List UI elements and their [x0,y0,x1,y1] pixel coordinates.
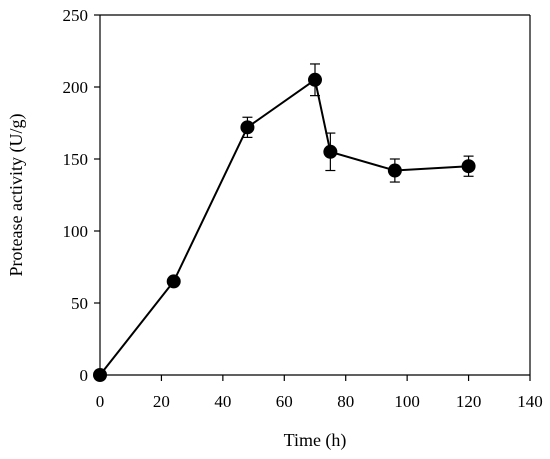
x-tick-label: 20 [153,392,170,411]
data-point [308,72,322,87]
y-tick-label: 100 [63,222,89,241]
y-axis-ticks: 0 50 100 150 200 250 [63,6,100,385]
x-tick-label: 40 [214,392,231,411]
data-point [323,144,338,159]
x-tick-label: 0 [96,392,105,411]
x-tick-label: 80 [337,392,354,411]
y-tick-label: 150 [63,150,89,169]
x-tick-label: 140 [517,392,543,411]
data-point [461,159,476,174]
series-layer [93,63,476,382]
x-tick-label: 60 [276,392,293,411]
data-point [387,163,402,178]
y-tick-label: 250 [63,6,89,25]
x-tick-label: 120 [456,392,482,411]
x-axis-ticks: 0 20 40 60 80 100 120 140 [96,375,543,411]
x-tick-label: 100 [394,392,420,411]
y-tick-label: 50 [71,294,88,313]
plot-frame [99,14,531,376]
data-point [240,120,255,135]
y-tick-label: 200 [63,78,89,97]
y-axis-label: Protease activity (U/g) [6,114,27,277]
x-axis-label: Time (h) [284,430,347,451]
data-point [93,368,107,382]
data-point [166,274,181,289]
series-line [99,78,469,376]
y-tick-label: 0 [80,366,89,385]
